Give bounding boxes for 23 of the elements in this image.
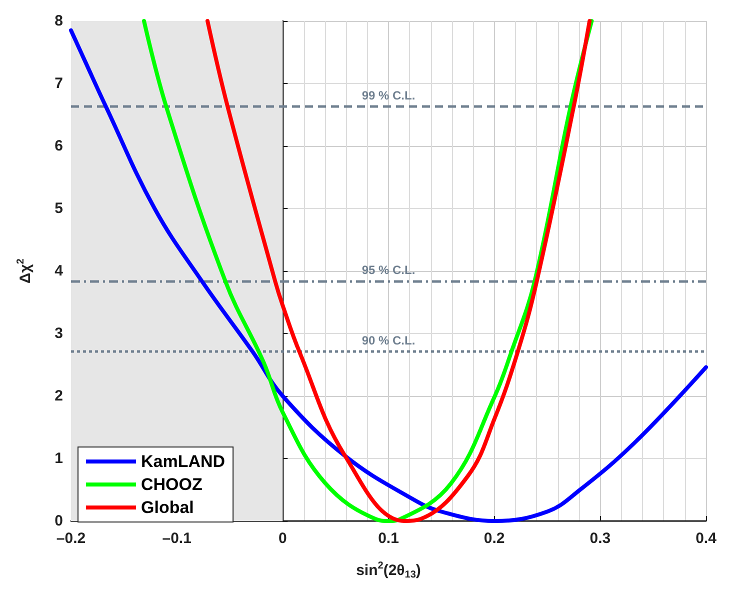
legend-label: KamLAND [141, 452, 226, 471]
x-tick-label: 0.4 [696, 530, 718, 547]
x-tick-label: 0.3 [590, 530, 611, 547]
y-tick-label: 6 [54, 138, 63, 154]
ref-line-label: 95 % C.L. [362, 263, 416, 277]
legend-label: Global [141, 498, 194, 517]
ref-line-label: 99 % C.L. [362, 88, 416, 103]
y-tick-label: 4 [54, 262, 64, 280]
x-tick-label: 0.2 [484, 530, 505, 547]
y-axis-title: Δχ2 [16, 258, 34, 284]
x-tick-label: –0.1 [162, 530, 192, 547]
y-tick-label: 3 [54, 325, 63, 342]
legend-label: CHOOZ [141, 475, 202, 494]
x-tick-label: 0 [278, 530, 287, 547]
x-tick-label: 0.1 [378, 530, 399, 547]
y-tick-label: 2 [54, 388, 63, 404]
y-tick-label: 5 [54, 200, 63, 217]
ref-line-label: 90 % C.L. [362, 334, 416, 348]
x-tick-label: –0.2 [56, 530, 86, 547]
y-tick-label: 7 [54, 75, 63, 92]
y-tick-label: 0 [54, 512, 63, 530]
y-tick-label: 8 [54, 12, 63, 30]
y-tick-label: 1 [54, 450, 63, 467]
